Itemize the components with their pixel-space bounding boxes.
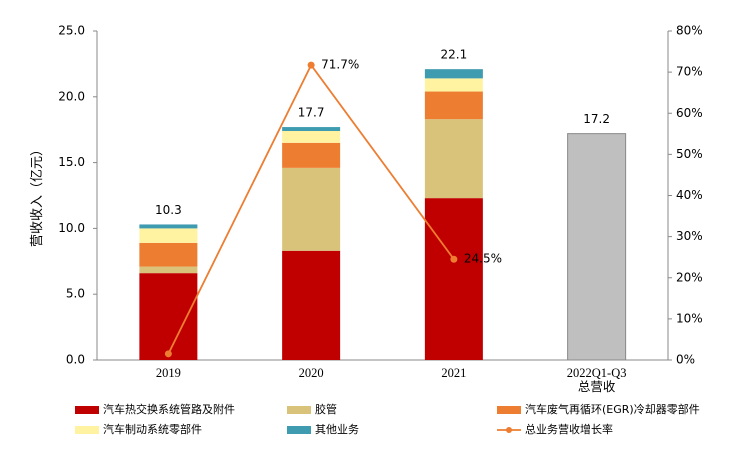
y2-tick-label: 10%: [676, 311, 703, 325]
legend-swatch: [287, 406, 311, 414]
legend-label: 其他业务: [315, 423, 359, 436]
y2-tick-label: 30%: [676, 229, 703, 243]
x-tick-label: 2020: [298, 366, 324, 380]
line-point: [450, 255, 458, 263]
bar-segment: [282, 127, 341, 132]
data-label: 71.7%: [321, 58, 359, 72]
bar-segment: [139, 228, 198, 243]
legend-swatch: [287, 426, 311, 434]
total-label: 17.7: [298, 106, 325, 120]
bar-segment: [282, 131, 341, 143]
legend-label: 汽车废气再循环(EGR)冷却器零部件: [525, 402, 700, 416]
bar-segment: [424, 198, 483, 360]
y2-tick-label: 40%: [676, 188, 703, 202]
bar-segment: [139, 242, 198, 267]
legend-swatch: [75, 426, 99, 434]
legend-label: 汽车制动系统零部件: [103, 422, 202, 436]
data-label: 24.5%: [464, 252, 502, 266]
total-label: 17.2: [583, 112, 610, 126]
total-label: 22.1: [441, 48, 468, 62]
bar-segment: [282, 142, 341, 168]
legend-swatch: [75, 406, 99, 414]
y-tick-label: 0.0: [66, 353, 85, 367]
y-tick-label: 5.0: [66, 287, 85, 301]
y-axis-label: 营收收入（亿元）: [29, 143, 44, 247]
bar-segment: [424, 78, 483, 92]
bar-segment: [282, 167, 341, 251]
legend-swatch: [497, 406, 521, 414]
x-tick-label: 2022Q1-Q3 总营收: [566, 366, 627, 394]
y2-tick-label: 20%: [676, 270, 703, 284]
total-label: 10.3: [155, 203, 182, 217]
y2-tick-label: 70%: [676, 65, 703, 79]
legend-swatch: [506, 427, 512, 433]
legend-label: 胶管: [315, 402, 337, 416]
bar-segment: [424, 91, 483, 120]
total-bar: [567, 133, 627, 361]
y2-tick-label: 0%: [676, 353, 695, 367]
y-tick-label: 10.0: [58, 221, 85, 235]
y2-tick-label: 80%: [676, 24, 703, 38]
line-point: [307, 61, 315, 69]
legend-label: 汽车热交换系统管路及附件: [103, 402, 235, 416]
line-point: [164, 350, 172, 358]
y-tick-label: 20.0: [58, 89, 85, 103]
y-tick-label: 15.0: [58, 155, 85, 169]
y-tick-label: 25.0: [58, 24, 85, 38]
x-tick-label: 2021: [441, 366, 467, 380]
bar-segment: [424, 69, 483, 79]
bar-segment: [139, 273, 198, 360]
bar-segment: [139, 266, 198, 274]
bar-segment: [424, 119, 483, 199]
y2-tick-label: 60%: [676, 106, 703, 120]
bar-segment: [282, 250, 341, 360]
bar-segment: [139, 224, 198, 229]
legend-label: 总业务营收增长率: [525, 422, 613, 436]
y2-tick-label: 50%: [676, 147, 703, 161]
x-tick-label: 2019: [155, 366, 181, 380]
